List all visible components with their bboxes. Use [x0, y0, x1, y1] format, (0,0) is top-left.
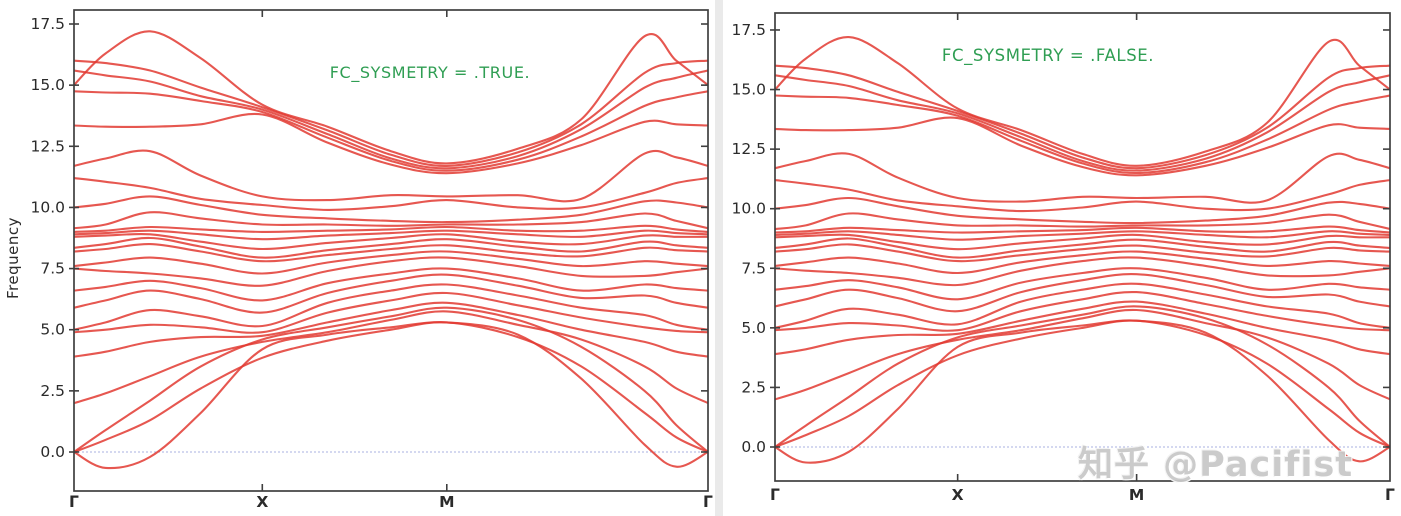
band-curve [74, 211, 708, 230]
x-tick-label: Γ [69, 493, 79, 511]
band-curve [74, 291, 708, 334]
band-curves [775, 36, 1390, 464]
band-curve [74, 243, 708, 263]
y-tick-label: 17.5 [731, 21, 766, 39]
band-curve [775, 250, 1390, 275]
y-tick-label: 12.5 [731, 140, 766, 158]
band-curve [775, 74, 1390, 172]
subplot-false: 0.0 2.5 5.0 7.5 10.0 12.5 15.0 17.5 Γ X M Γ [731, 12, 1395, 504]
x-tick-label: Γ [770, 486, 780, 504]
y-tick-label: 15.0 [731, 81, 766, 99]
axes-frame [774, 12, 1391, 482]
band-curve [775, 152, 1390, 204]
x-tick-label: M [1129, 486, 1144, 504]
x-tick-label: Γ [1385, 486, 1395, 504]
band-curve [74, 321, 708, 454]
band-curve [775, 196, 1390, 225]
band-curve [74, 149, 708, 203]
band-curve [74, 30, 708, 165]
band-curve [775, 212, 1390, 231]
band-curve [74, 236, 708, 259]
band-curve [775, 230, 1390, 241]
band-curve [74, 112, 708, 175]
band-curve [74, 250, 708, 275]
band-curve [775, 305, 1390, 449]
y-tick-label: 17.5 [30, 15, 65, 33]
x-tick-label: Γ [703, 493, 713, 511]
band-curve [74, 267, 708, 302]
panel-divider [715, 0, 723, 516]
x-tick-label: X [256, 493, 268, 511]
band-curves [74, 30, 708, 470]
band-curve [775, 290, 1390, 332]
band-curve [775, 94, 1390, 175]
band-curve [775, 300, 1390, 356]
y-tick-label: 2.5 [741, 378, 766, 396]
band-curve [775, 225, 1390, 234]
band-curve [74, 256, 708, 287]
axes-frame [73, 9, 709, 492]
band-curve [775, 256, 1390, 287]
band-curve [775, 233, 1390, 251]
band-curve [775, 237, 1390, 259]
band-curve [74, 283, 708, 331]
annotation-fc-symmetry-true: FC_SYSMETRY = .TRUE. [329, 63, 531, 82]
band-curve [775, 308, 1390, 401]
subplot-true: 0.0 2.5 5.0 7.5 10.0 12.5 15.0 17.5 Γ X M Γ [30, 9, 713, 511]
y-tick-label: 0.0 [40, 443, 65, 461]
y-tick-label: 10.0 [30, 198, 65, 216]
y-tick-label: 0.0 [741, 438, 766, 456]
y-tick-label: 7.5 [40, 260, 65, 278]
band-curve [775, 267, 1390, 301]
band-curve [775, 282, 1390, 329]
band-curve [775, 179, 1390, 213]
band-curve [74, 90, 708, 172]
y-tick-label: 2.5 [40, 382, 65, 400]
band-curve [775, 243, 1390, 263]
band-curve [74, 69, 708, 170]
band-curve [74, 310, 708, 405]
band-curve [775, 64, 1390, 170]
band-curve [74, 224, 708, 233]
y-tick-label: 7.5 [741, 259, 766, 277]
band-curve [74, 273, 708, 314]
x-tick-label: X [952, 486, 964, 504]
watermark: 知乎 @Pacifist [1078, 445, 1354, 485]
band-curve [74, 301, 708, 358]
y-tick-label: 5.0 [40, 321, 65, 339]
band-curve [775, 273, 1390, 313]
band-curve [775, 319, 1390, 449]
band-curve [74, 232, 708, 251]
band-curve [74, 195, 708, 224]
y-axis-title: Frequency [4, 217, 22, 299]
band-curve [74, 59, 708, 167]
y-tick-label: 10.0 [731, 200, 766, 218]
y-tick-label: 15.0 [30, 76, 65, 94]
y-tick-label: 5.0 [741, 319, 766, 337]
band-curve [775, 36, 1390, 167]
x-tick-label: M [439, 493, 454, 511]
band-curve [74, 321, 708, 470]
band-curve [74, 177, 708, 211]
annotation-fc-symmetry-false: FC_SYSMETRY = .FALSE. [941, 46, 1155, 65]
band-curve [775, 116, 1390, 177]
band-curve [74, 229, 708, 241]
band-curve [775, 319, 1390, 464]
band-curve [74, 306, 708, 454]
y-tick-label: 12.5 [30, 137, 65, 155]
